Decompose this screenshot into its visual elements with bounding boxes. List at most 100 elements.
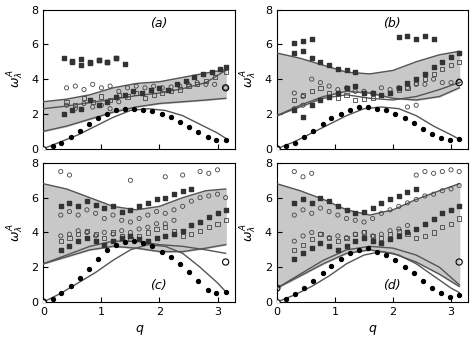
Point bbox=[291, 169, 298, 174]
Point bbox=[57, 204, 64, 209]
Point bbox=[343, 92, 350, 98]
Point bbox=[351, 232, 359, 237]
Point bbox=[317, 59, 324, 64]
Point bbox=[273, 146, 281, 151]
Point bbox=[351, 83, 359, 89]
Point bbox=[193, 80, 201, 85]
Point bbox=[164, 87, 172, 92]
Point bbox=[308, 103, 316, 108]
Point bbox=[214, 167, 221, 173]
Point bbox=[150, 92, 157, 98]
Point bbox=[103, 59, 111, 64]
Point bbox=[291, 40, 298, 45]
Point bbox=[291, 50, 298, 56]
Point bbox=[404, 230, 411, 235]
Point bbox=[103, 111, 111, 117]
Point bbox=[95, 57, 102, 63]
Point bbox=[121, 62, 128, 67]
Point bbox=[127, 237, 134, 242]
Point bbox=[446, 294, 454, 299]
Point bbox=[401, 265, 409, 270]
Point bbox=[149, 243, 156, 249]
Point bbox=[378, 92, 385, 98]
Point bbox=[76, 129, 84, 134]
Point bbox=[428, 131, 436, 137]
Point bbox=[273, 285, 281, 291]
Point bbox=[419, 279, 427, 284]
Point bbox=[299, 115, 307, 120]
Point bbox=[158, 111, 165, 117]
Point bbox=[346, 251, 354, 256]
Point bbox=[149, 108, 156, 114]
Point bbox=[334, 233, 342, 239]
Point bbox=[412, 235, 420, 240]
Point bbox=[69, 108, 76, 113]
Point bbox=[291, 212, 298, 218]
Point bbox=[343, 216, 350, 221]
Y-axis label: $\omega_\lambda^A$: $\omega_\lambda^A$ bbox=[6, 223, 26, 242]
Point bbox=[118, 228, 126, 234]
Point bbox=[199, 71, 207, 77]
Point bbox=[66, 232, 73, 237]
Point bbox=[193, 81, 201, 87]
Point bbox=[196, 228, 204, 234]
Point bbox=[222, 259, 229, 265]
Point bbox=[317, 195, 324, 201]
Point bbox=[412, 103, 420, 108]
Text: (d): (d) bbox=[383, 279, 401, 292]
Point bbox=[447, 221, 455, 226]
Point bbox=[185, 81, 192, 87]
Point bbox=[136, 233, 143, 239]
Point bbox=[386, 87, 394, 92]
Point bbox=[283, 296, 290, 301]
Point bbox=[112, 56, 120, 61]
Point bbox=[343, 68, 350, 73]
Point bbox=[438, 80, 446, 85]
Point bbox=[438, 59, 446, 64]
Point bbox=[404, 223, 411, 228]
Point bbox=[103, 99, 111, 104]
Point bbox=[395, 226, 402, 232]
X-axis label: q: q bbox=[135, 323, 143, 336]
Point bbox=[317, 85, 324, 91]
Point bbox=[179, 233, 186, 239]
Point bbox=[319, 271, 327, 276]
Point bbox=[373, 106, 381, 112]
Point bbox=[83, 235, 91, 240]
Point bbox=[74, 204, 82, 209]
Point bbox=[421, 193, 428, 199]
Point bbox=[77, 62, 85, 68]
Point bbox=[291, 200, 298, 206]
Point bbox=[118, 218, 126, 223]
Point bbox=[325, 90, 333, 96]
Point bbox=[334, 212, 342, 218]
Point bbox=[299, 103, 307, 108]
Point bbox=[113, 108, 120, 113]
Point bbox=[351, 218, 359, 223]
Point bbox=[360, 97, 368, 102]
Point bbox=[343, 85, 350, 91]
Point bbox=[89, 104, 97, 110]
Point bbox=[310, 129, 317, 134]
Point bbox=[167, 115, 175, 120]
Point bbox=[351, 89, 359, 94]
Point bbox=[430, 36, 438, 42]
Point bbox=[299, 48, 307, 54]
Point bbox=[299, 94, 307, 99]
Point bbox=[72, 103, 79, 108]
Point bbox=[162, 195, 169, 201]
Point bbox=[291, 90, 298, 96]
Point bbox=[138, 90, 146, 96]
Point bbox=[57, 291, 65, 296]
Point bbox=[139, 240, 147, 246]
Point bbox=[57, 247, 64, 253]
Point bbox=[310, 279, 317, 284]
Point bbox=[83, 230, 91, 235]
Point bbox=[76, 275, 84, 280]
Point bbox=[337, 256, 345, 261]
Point bbox=[127, 178, 134, 183]
Point bbox=[334, 66, 342, 71]
Point bbox=[136, 216, 143, 221]
Point bbox=[334, 90, 342, 96]
Point bbox=[308, 89, 316, 94]
